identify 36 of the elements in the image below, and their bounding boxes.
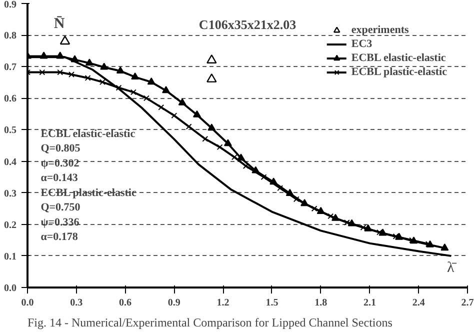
y-tick-label: 0.4	[4, 156, 16, 168]
y-tick-label: 0.1	[4, 251, 16, 262]
y-tick-label: 0.7	[4, 62, 16, 74]
x-tick-label: 0.6	[119, 298, 132, 308]
y-tick-label: 0.9	[4, 0, 16, 10]
legend-label: ECBL elastic-elastic	[351, 51, 446, 65]
y-tick-label: 0.2	[4, 220, 16, 231]
y-tick-label: 0.0	[4, 283, 16, 294]
legend-label: ECBL plastic-elastic	[351, 65, 447, 79]
y-tick-label: 0.5	[4, 125, 16, 136]
x-tick-label: 0.3	[70, 298, 83, 308]
legend-label: EC3	[351, 37, 372, 51]
y-tick-label: 0.6	[4, 94, 16, 105]
y-tick-label: 0.3	[4, 188, 16, 200]
annotation: α=0.143	[40, 172, 78, 184]
x-tick-label: 2.7	[461, 298, 474, 308]
annotation: ECBL plastic-elastic	[40, 186, 136, 199]
text: C106x35x21x2.03	[198, 16, 297, 32]
x-tick-label: 1.8	[314, 298, 328, 308]
annotation: ECBL elastic-elastic	[40, 128, 136, 140]
y-axis-title: N̄	[54, 16, 65, 32]
annotation: α=0.178	[40, 231, 78, 244]
x-tick-label: 2.1	[363, 298, 376, 308]
legend-label: experiments	[351, 23, 409, 37]
annotation: Q=0.805	[40, 142, 81, 155]
annotation: Q=0.750	[40, 202, 81, 214]
annotation: ψ=0.336	[40, 216, 80, 228]
x-tick-label: 0.0	[21, 298, 34, 308]
x-tick-label: 1.2	[216, 298, 230, 308]
x-tick-label: 0.9	[168, 298, 180, 308]
y-tick-label: 0.8	[4, 30, 16, 42]
caption: Fig. 14 - Numerical/Experimental Comparison for Lipped Channel Sections	[28, 316, 393, 330]
x-axis-title: λ̄	[447, 260, 458, 276]
x-tick-label: 1.5	[266, 298, 278, 308]
x-tick-label: 2.4	[412, 298, 425, 308]
annotation: ψ=0.302	[40, 157, 80, 170]
